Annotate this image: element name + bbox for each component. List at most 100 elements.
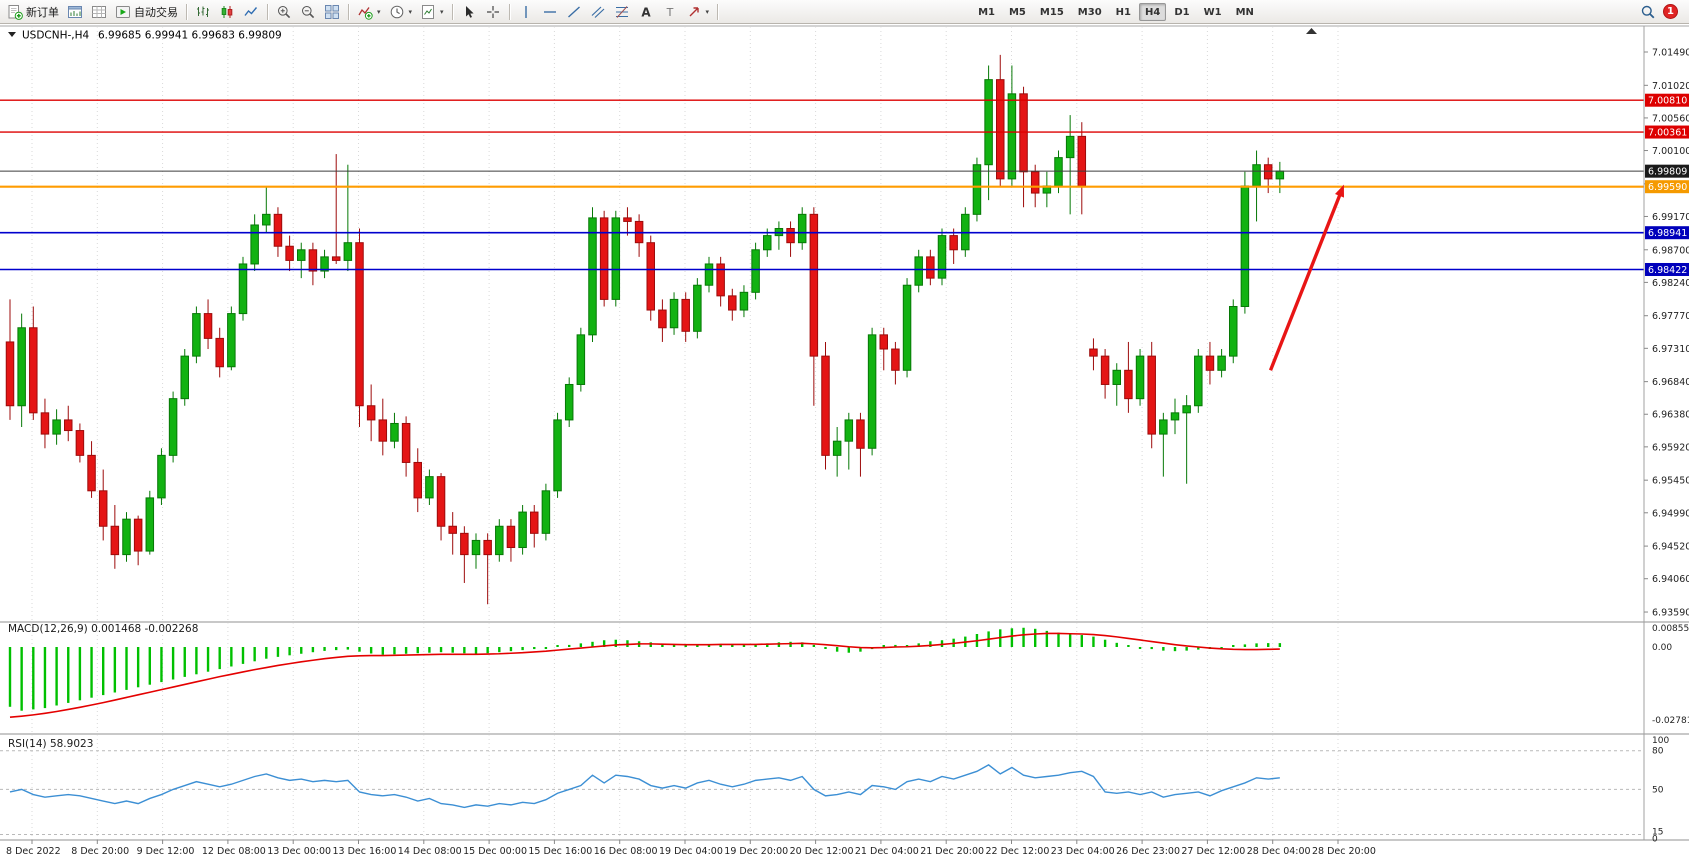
data-window-button[interactable] [87,2,111,22]
time-axis-label: 13 Dec 16:00 [333,846,397,857]
zoom-out-icon [300,4,316,20]
line-chart-mode-button[interactable] [239,2,263,22]
panel-frame [0,25,1689,842]
timeframe-d1[interactable]: D1 [1174,6,1190,18]
bar-chart-icon [195,4,211,20]
charts-window-button[interactable] [63,2,87,22]
candle [728,295,737,311]
timeframe-w1[interactable]: W1 [1203,6,1222,18]
candle [1007,93,1017,180]
candle [460,532,469,556]
vline-icon [518,4,534,20]
price-tag-label: 6.98941 [1648,228,1687,239]
zoom-in-button[interactable] [272,2,296,22]
fibonacci-tool-button[interactable] [610,2,634,22]
time-axis-label: 8 Dec 2022 [6,846,61,857]
indicators-icon [357,4,373,20]
candle [611,217,621,300]
vertical-line-tool-button[interactable] [514,2,538,22]
cursor-tool-button[interactable] [457,2,481,22]
time-axis-label: 22 Dec 12:00 [986,846,1050,857]
candle [64,419,73,432]
timeframe-h1[interactable]: H1 [1115,6,1131,18]
crosshair-tool-button[interactable] [481,2,505,22]
price-axis-label: 6.97770 [1652,311,1689,322]
candle [110,525,120,556]
candle [87,454,96,492]
candlestick-mode-button[interactable] [215,2,239,22]
arrows-tool-button[interactable]: ▾ [682,2,714,22]
candle [1252,164,1261,187]
search-icon[interactable] [1640,4,1656,20]
chart-background [0,24,1689,861]
macd-label: MACD(12,26,9) 0.001468 -0.002268 [8,623,198,635]
price-chart[interactable]: 7.014907.010207.005607.001006.996306.991… [0,24,1689,861]
timeframe-m15[interactable]: M15 [1039,6,1064,18]
rsi-line [9,764,1280,809]
arrow-head[interactable] [1335,184,1344,198]
candle [250,224,259,265]
channel-tool-button[interactable] [586,2,610,22]
candle [192,313,201,357]
candle [355,242,364,407]
candle [17,327,26,407]
main-toolbar: 新订单 自动交易 ▾ ▾ ▾ A T ▾ M1 M5 M15 M30 H1 H4 D1 W1 MN 1 [0,0,1689,24]
price-axis-label: 7.01020 [1652,81,1689,92]
one-click-trading-toggle[interactable] [8,32,16,37]
price-tag [1645,125,1689,139]
indicators-button[interactable]: ▾ [353,2,385,22]
chart-shift-marker[interactable] [1306,28,1317,34]
time-axis-label: 15 Dec 00:00 [463,846,527,857]
timeframe-m30[interactable]: M30 [1077,6,1102,18]
label-tool-button[interactable]: T [658,2,682,22]
candle [658,309,667,329]
zoom-out-button[interactable] [296,2,320,22]
bar-chart-mode-button[interactable] [191,2,215,22]
candle [483,539,492,556]
candle [1170,412,1180,421]
text-icon: A [638,4,654,20]
timeframe-h4[interactable]: H4 [1138,2,1167,21]
candle [541,490,551,534]
toolbar-separator [186,3,187,20]
candle [576,334,586,385]
periods-button[interactable]: ▾ [385,2,417,22]
timeframe-mn[interactable]: MN [1235,6,1254,18]
rsi-axis-label: 80 [1652,747,1664,757]
text-tool-button[interactable]: A [634,2,658,22]
candle [157,454,166,499]
arrow-shaft[interactable] [1268,189,1344,371]
candle [716,263,725,297]
candle [203,313,213,339]
time-axis-label: 19 Dec 20:00 [724,846,788,857]
trendline-tool-button[interactable] [562,2,586,22]
timeframe-group: M1 M5 M15 M30 H1 H4 D1 W1 MN [972,2,1260,21]
auto-trading-button[interactable]: 自动交易 [111,2,182,22]
candle [495,525,504,556]
price-tag [1645,262,1689,276]
candle [1100,355,1110,385]
time-axis-label: 23 Dec 04:00 [1051,846,1115,857]
price-tag-label: 7.00361 [1648,128,1687,139]
new-order-button[interactable]: 新订单 [3,2,63,22]
candle [285,245,294,261]
timeframe-m5[interactable]: M5 [1008,6,1026,18]
horizontal-line-tool-button[interactable] [538,2,562,22]
time-axis-label: 19 Dec 04:00 [659,846,723,857]
candle [52,419,61,435]
time-axis-label: 13 Dec 00:00 [267,846,331,857]
candle [564,383,574,421]
templates-button[interactable]: ▾ [416,2,448,22]
notification-badge[interactable]: 1 [1663,4,1678,19]
candle [867,334,877,449]
timeframe-m1[interactable]: M1 [978,6,995,18]
candle [1065,135,1075,159]
trend-arrow-annotation[interactable] [1268,184,1344,371]
hlines-layer[interactable] [0,99,1644,271]
candle [122,518,131,556]
candle [413,461,422,499]
candle [98,490,108,527]
tile-windows-button[interactable] [320,2,344,22]
chart-ohlc-values: 6.99685 6.99941 6.99683 6.99809 [98,30,282,42]
candle [425,476,434,499]
